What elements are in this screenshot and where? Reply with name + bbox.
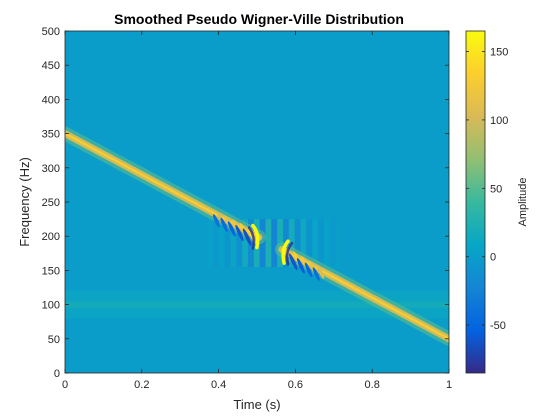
plot-area: 0 0.2 0.4 0.6 0.8 1 0 50 100 150 200 250 300 350 400 4… — [42, 26, 452, 391]
interference-negative-mark — [212, 214, 220, 228]
interference-stripe — [242, 219, 248, 267]
colorbar-tick-label: 150 — [490, 47, 508, 59]
y-tick-label: 100 — [42, 300, 60, 312]
y-axis-label: Frequency (Hz) — [17, 157, 32, 247]
x-tick-label: 1 — [446, 379, 452, 391]
y-tick-label: 350 — [42, 129, 60, 141]
interference-stripe — [236, 219, 243, 267]
interference-stripe — [323, 219, 330, 267]
interference-negative-mark — [220, 217, 228, 232]
interference-negative-mark — [296, 258, 305, 274]
interference-stripe — [294, 219, 301, 267]
colorbar-scale — [465, 30, 486, 374]
interference-stripe — [218, 219, 225, 267]
interference-stripe — [341, 219, 348, 267]
interference-stripe — [306, 219, 313, 267]
y-tick-label: 300 — [42, 163, 60, 175]
y-tick-label: 450 — [42, 60, 60, 72]
colorbar: -50 0 50 100 150 Amplitude — [465, 30, 529, 374]
interference-stripe — [201, 219, 208, 267]
y-tick-label: 50 — [48, 334, 60, 346]
y-axis: 0 50 100 150 200 250 300 350 400 450 500 — [42, 26, 449, 380]
colorbar-tick-label: 100 — [490, 115, 508, 127]
interference-positive-mark — [317, 265, 325, 279]
x-tick-label: 0.8 — [365, 379, 380, 391]
crossing-hook-shadow — [247, 226, 255, 250]
colorbar-tick-label: 0 — [490, 252, 496, 264]
colorbar-ticks: -50 0 50 100 150 — [466, 47, 508, 332]
interference-negative-mark — [289, 253, 298, 271]
colorbar-label: Amplitude — [517, 178, 529, 227]
crossing-hook — [281, 239, 290, 265]
interference-stripe — [207, 219, 213, 267]
y-tick-label: 200 — [42, 231, 60, 243]
x-tick-label: 0.4 — [211, 379, 226, 391]
interference-stripe — [300, 219, 307, 267]
x-axis: 0 0.2 0.4 0.6 0.8 1 — [62, 31, 452, 391]
interference-stripe — [224, 219, 231, 267]
interference-stripe — [329, 219, 336, 267]
interference-stripe — [213, 219, 219, 267]
interference-negative-mark — [304, 262, 313, 278]
interference-stripe — [312, 219, 318, 267]
y-tick-label: 500 — [42, 26, 60, 38]
interference-stripe — [265, 219, 272, 267]
plot-background — [65, 31, 449, 373]
x-tick-label: 0.6 — [288, 379, 303, 391]
x-tick-label: 0 — [62, 379, 68, 391]
interference-stripe — [230, 219, 237, 267]
interference-negative-mark — [227, 221, 236, 237]
interference-negative-mark — [312, 267, 320, 281]
y-tick-label: 250 — [42, 197, 60, 209]
interference-stripe — [271, 219, 278, 267]
interference-negative-mark — [242, 228, 252, 246]
crossing-hook — [251, 223, 260, 250]
interference-negative-mark — [235, 224, 244, 242]
heatmap-marks — [65, 126, 449, 346]
interference-stripe — [335, 219, 342, 267]
colorbar-tick-label: -50 — [490, 320, 506, 332]
crossing-hook-shadow — [285, 241, 294, 266]
interference-stripe — [195, 219, 202, 267]
y-tick-label: 150 — [42, 265, 60, 277]
interference-stripe — [318, 219, 324, 267]
x-tick-label: 0.2 — [134, 379, 149, 391]
x-axis-label: Time (s) — [233, 397, 280, 412]
colorbar-tick-label: 50 — [490, 183, 502, 195]
y-tick-label: 0 — [54, 368, 60, 380]
y-tick-label: 400 — [42, 94, 60, 106]
chart-title: Smoothed Pseudo Wigner-Ville Distributio… — [114, 11, 404, 27]
